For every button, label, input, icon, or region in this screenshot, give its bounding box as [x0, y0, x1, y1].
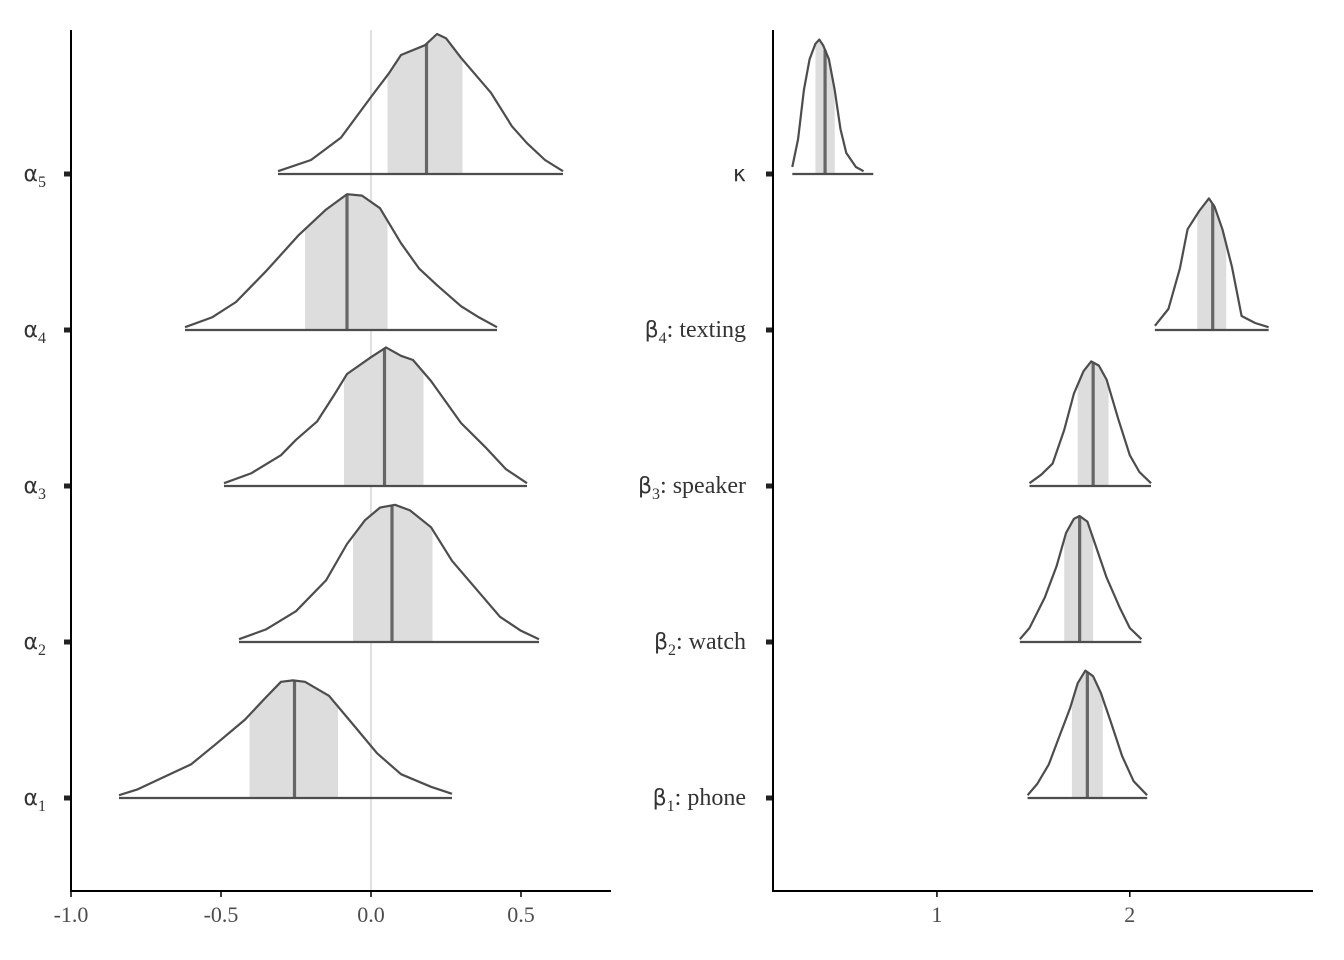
y-tick-subscript: 2 [38, 642, 46, 659]
ridge-beta-2 [1019, 514, 1143, 644]
y-tick-subscript: 5 [38, 174, 46, 191]
y-tick-label: κ [733, 162, 746, 187]
ridge-beta-4 [1154, 197, 1269, 332]
y-tick-subscript: 4 [38, 330, 46, 347]
y-tick-subscript: 4 [659, 330, 667, 347]
y-tick-symbol: κ [733, 162, 746, 187]
y-tick-symbol: α [23, 162, 38, 187]
y-tick-suffix: : texting [667, 317, 746, 343]
y-tick-suffix: : watch [676, 629, 746, 655]
density-curve [238, 503, 540, 641]
x-tick-label: 0.0 [357, 902, 385, 927]
density-curve [277, 32, 564, 173]
y-tick-label: α4 [23, 318, 46, 347]
y-tick-symbol: α [23, 630, 38, 655]
density-curve [1019, 514, 1143, 640]
x-tick-label: -0.5 [204, 902, 239, 927]
x-tick-label: 0.5 [507, 902, 535, 927]
ridge-alpha-5 [277, 32, 564, 176]
y-tick-label: α3 [23, 474, 46, 503]
ridge-alpha-3 [223, 346, 528, 488]
ridge-kappa [791, 38, 874, 176]
y-tick-symbol: β [638, 474, 652, 499]
density-curve [791, 38, 865, 173]
density-curve [1026, 669, 1148, 796]
y-tick-subscript: 1 [667, 798, 675, 815]
y-tick-symbol: α [23, 318, 38, 343]
y-tick-symbol: α [23, 786, 38, 811]
y-tick-label: β1: phone [653, 785, 746, 815]
ridge-beta-3 [1028, 360, 1152, 488]
y-tick-subscript: 1 [38, 798, 46, 815]
y-tick-label: α1 [23, 786, 46, 815]
y-tick-suffix: : phone [675, 785, 746, 811]
y-tick-label: β2: watch [654, 629, 746, 659]
y-tick-subscript: 3 [38, 486, 46, 503]
density-curve [184, 193, 498, 329]
x-tick-label: 2 [1124, 902, 1135, 927]
density-curve [223, 346, 528, 485]
y-tick-symbol: α [23, 474, 38, 499]
y-tick-suffix: : speaker [660, 473, 746, 499]
density-curve [1154, 197, 1269, 329]
y-tick-label: α5 [23, 162, 46, 191]
y-tick-symbol: β [653, 786, 667, 811]
y-tick-label: β3: speaker [638, 473, 746, 503]
y-tick-subscript: 3 [652, 486, 660, 503]
x-tick-label: 1 [931, 902, 942, 927]
ridge-alpha-2 [238, 503, 540, 644]
ridge-alpha-4 [184, 193, 498, 332]
ridge-beta-1 [1026, 669, 1148, 800]
y-tick-symbol: β [645, 318, 659, 343]
ridge-alpha-1 [118, 679, 453, 800]
density-curve [1028, 360, 1152, 485]
y-tick-label: β4: texting [645, 317, 746, 347]
x-tick-label: -1.0 [54, 902, 89, 927]
density-curve [118, 679, 453, 797]
y-tick-symbol: β [654, 630, 668, 655]
y-tick-label: α2 [23, 630, 46, 659]
y-tick-subscript: 2 [668, 642, 676, 659]
